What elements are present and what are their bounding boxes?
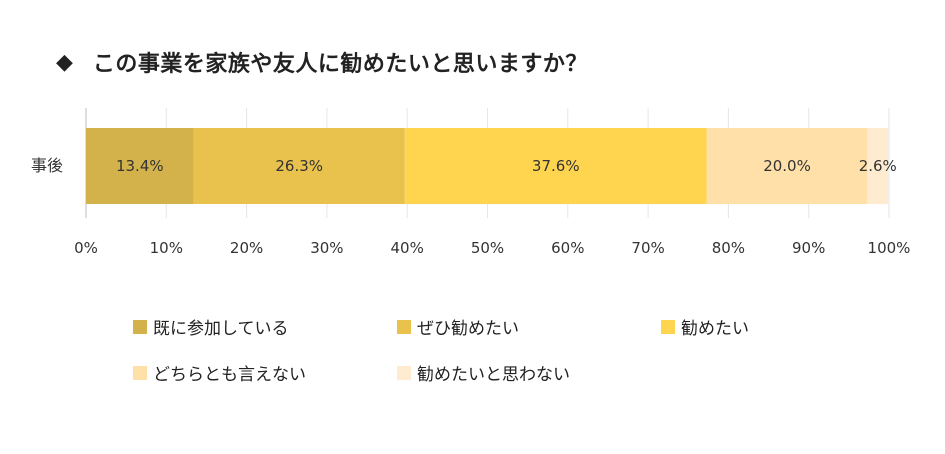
legend-label: 勧めたい <box>681 319 749 339</box>
x-tick-label: 70% <box>631 239 664 257</box>
bar-segment <box>404 128 707 204</box>
x-tick-label: 50% <box>471 239 504 257</box>
x-tick-label: 0% <box>74 239 98 257</box>
legend-swatch <box>397 319 411 334</box>
data-label: 20.0% <box>763 157 811 175</box>
data-label: 37.6% <box>532 157 580 175</box>
x-tick-label: 100% <box>868 239 911 257</box>
legend-swatch <box>133 365 147 380</box>
title-text: この事業を家族や友人に勧めたいと思いますか？ <box>92 52 588 77</box>
data-label: 26.3% <box>275 157 323 175</box>
chart-title: ◆ この事業を家族や友人に勧めたいと思いますか？ <box>56 44 588 80</box>
bar-segment <box>867 128 889 204</box>
legend-item: ぜひ勧めたい <box>397 314 519 339</box>
legend-label: 既に参加している <box>153 319 289 339</box>
x-tick-label: 90% <box>792 239 825 257</box>
legend-swatch <box>397 365 411 380</box>
data-label: 13.4% <box>116 157 164 175</box>
category-label: 事後 <box>31 156 63 175</box>
x-tick-label: 40% <box>391 239 424 257</box>
legend-item: 勧めたいと思わない <box>397 360 570 385</box>
legend-item: どちらとも言えない <box>133 360 306 385</box>
legend-swatch <box>133 319 147 334</box>
x-tick-label: 30% <box>310 239 343 257</box>
x-tick-label: 60% <box>551 239 584 257</box>
bar-segment <box>706 128 868 204</box>
diamond-bullet-icon: ◆ <box>56 49 73 75</box>
legend-item: 既に参加している <box>133 314 289 339</box>
legend-label: 勧めたいと思わない <box>417 365 570 385</box>
legend-label: どちらとも言えない <box>153 365 306 385</box>
bar-segment <box>86 128 194 204</box>
x-tick-label: 10% <box>150 239 183 257</box>
legend-item: 勧めたい <box>661 314 749 339</box>
legend-swatch <box>661 319 675 334</box>
data-label: 2.6% <box>859 157 897 175</box>
bar-segment <box>193 128 405 204</box>
x-tick-label: 80% <box>712 239 745 257</box>
x-tick-label: 20% <box>230 239 263 257</box>
legend-label: ぜひ勧めたい <box>417 319 519 339</box>
